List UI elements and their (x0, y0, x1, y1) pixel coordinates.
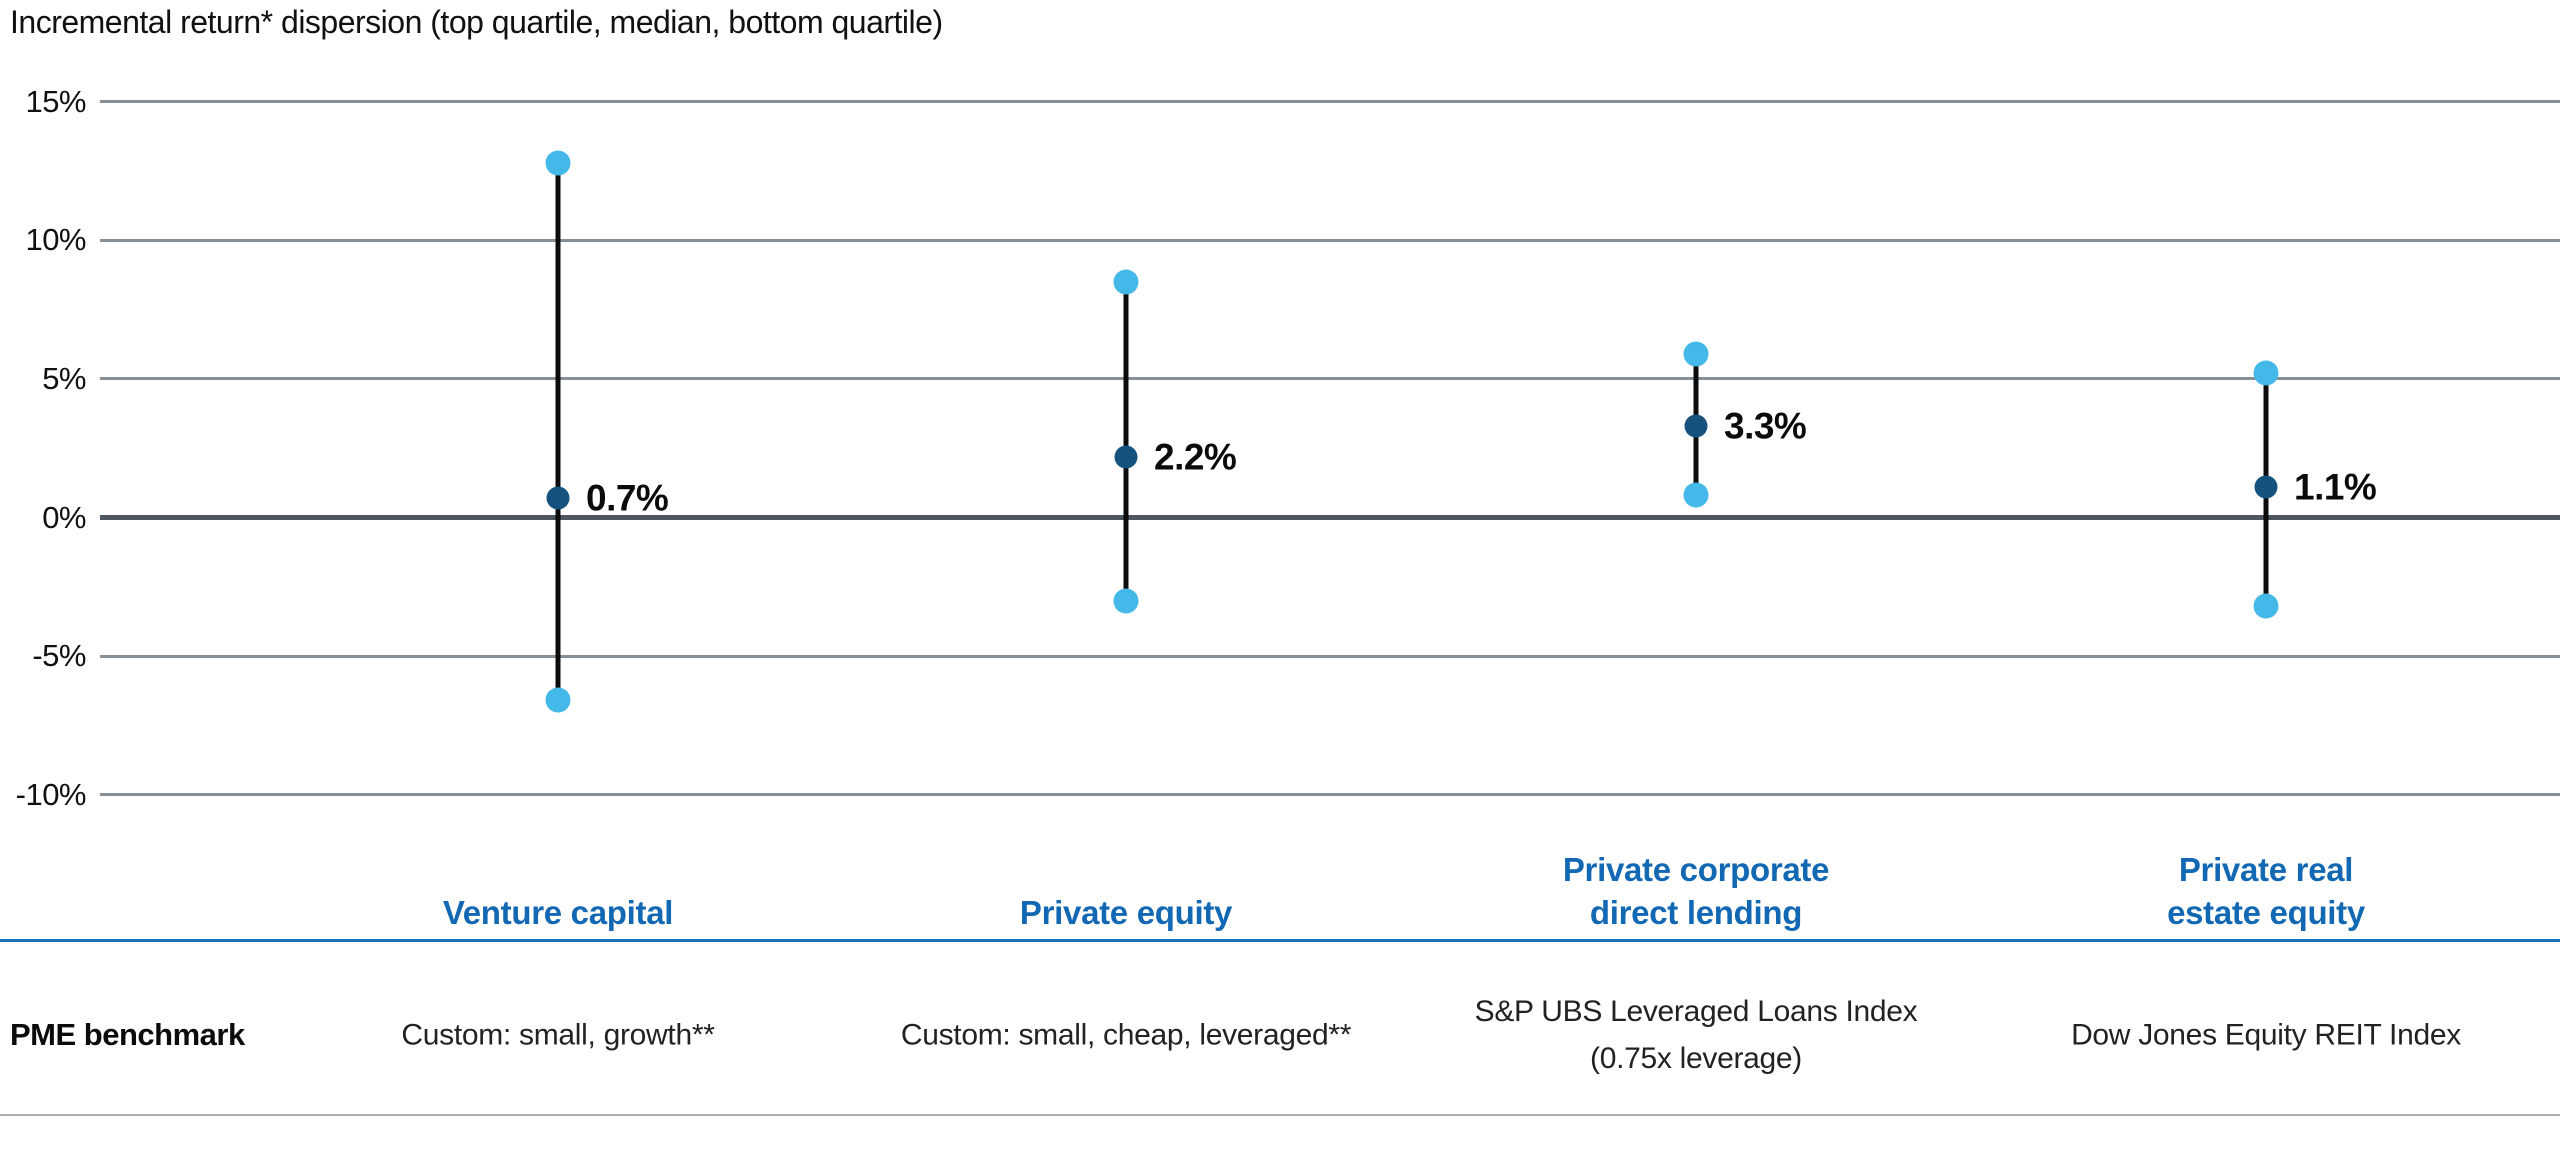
quartile-range-line (555, 162, 561, 701)
gridline-5% (100, 377, 2560, 381)
pme-benchmark-label: PME benchmark (10, 1017, 245, 1052)
median-value-label: 0.7% (586, 477, 669, 519)
median-dot (1684, 414, 1708, 438)
bottom-quartile-dot (2253, 593, 2279, 619)
top-quartile-dot (1683, 341, 1709, 367)
benchmark-value: Dow Jones Equity REIT Index (2071, 1018, 2461, 1052)
median-dot (2254, 475, 2278, 499)
quartile-range-line (1123, 281, 1129, 601)
chart-title: Incremental return* dispersion (top quar… (10, 4, 943, 40)
y-axis-tick-label: 15% (25, 83, 86, 119)
y-axis-tick-label: -10% (15, 776, 87, 812)
y-axis-tick-label: 5% (42, 360, 86, 396)
category-divider-line (0, 939, 2560, 942)
gridline-0% (100, 515, 2560, 520)
bottom-quartile-dot (1683, 482, 1709, 508)
benchmark-value: S&P UBS Leveraged Loans Index (0.75x leve… (1474, 995, 1918, 1075)
category-label: Venture capital (442, 894, 674, 931)
median-dot (1114, 445, 1138, 469)
gridline--10% (100, 793, 2560, 797)
bottom-divider-line (0, 1114, 2560, 1116)
median-dot (546, 486, 570, 510)
gridline--5% (100, 654, 2560, 658)
category-label: Private corporate direct lending (1562, 851, 1830, 931)
gridline-10% (100, 238, 2560, 242)
category-label: Private equity (1019, 894, 1233, 931)
bottom-quartile-dot (1113, 588, 1139, 614)
benchmark-value: Custom: small, growth** (401, 1018, 715, 1052)
median-value-label: 3.3% (1724, 405, 1807, 447)
benchmark-value: Custom: small, cheap, leveraged** (900, 1018, 1352, 1052)
y-axis-tick-label: 0% (42, 499, 86, 535)
gridline-15% (100, 100, 2560, 104)
median-value-label: 1.1% (2294, 466, 2377, 508)
top-quartile-dot (2253, 360, 2279, 386)
top-quartile-dot (545, 150, 571, 176)
median-value-label: 2.2% (1154, 436, 1237, 478)
category-label: Private real estate equity (2167, 851, 2365, 931)
top-quartile-dot (1113, 269, 1139, 295)
bottom-quartile-dot (545, 687, 571, 713)
y-axis-tick-label: -5% (32, 638, 86, 674)
y-axis-tick-label: 10% (25, 222, 86, 258)
